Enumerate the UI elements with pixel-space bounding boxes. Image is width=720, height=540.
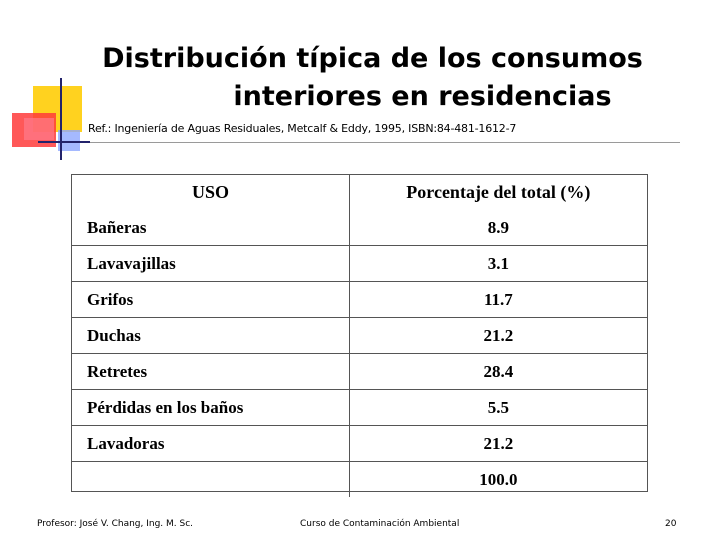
decorative-vertical-line <box>60 78 62 160</box>
cell-uso: Lavadoras <box>72 425 350 462</box>
cell-porcentaje: 5.5 <box>349 389 647 426</box>
cell-total: 100.0 <box>479 469 518 489</box>
header-uso: USO <box>72 175 350 210</box>
cell-uso: Retretes <box>72 353 350 390</box>
cell-uso: Lavavajillas <box>72 245 350 282</box>
consumption-table-grid: USO Porcentaje del total (%) Bañeras 8.9… <box>72 175 647 497</box>
header-porcentaje: Porcentaje del total (%) <box>406 182 591 202</box>
cell-porcentaje: 21.2 <box>349 425 647 462</box>
decorative-blue-square <box>58 130 80 151</box>
cell-uso: Bañeras <box>72 210 350 246</box>
table-row: Bañeras 8.9 <box>72 210 647 246</box>
table-row: Grifos 11.7 <box>72 281 647 318</box>
table-row: Retretes 28.4 <box>72 353 647 390</box>
decorative-pink-square <box>24 118 54 140</box>
cell-porcentaje: 28.4 <box>349 353 647 390</box>
slide-title: Distribución típica de los consumos inte… <box>70 40 675 116</box>
cell-porcentaje: 21.2 <box>349 317 647 354</box>
footer-course: Curso de Contaminación Ambiental <box>300 519 460 529</box>
cell-porcentaje: 8.9 <box>349 210 647 246</box>
table-row: Duchas 21.2 <box>72 317 647 354</box>
cell-uso: Grifos <box>72 281 350 318</box>
cell-uso: Duchas <box>72 317 350 354</box>
footer-professor: Profesor: José V. Chang, Ing. M. Sc. <box>37 519 194 529</box>
reference-citation: Ref.: Ingeniería de Aguas Residuales, Me… <box>88 122 517 135</box>
cell-total-empty <box>72 461 350 497</box>
table-row: Pérdidas en los baños 5.5 <box>72 389 647 426</box>
consumption-table: USO Porcentaje del total (%) Bañeras 8.9… <box>71 174 648 497</box>
cell-uso: Pérdidas en los baños <box>72 389 350 426</box>
table-row: Lavadoras 21.2 <box>72 425 647 462</box>
table-row: Lavavajillas 3.1 <box>72 245 647 282</box>
footer-page-number: 20 <box>665 519 677 529</box>
cell-porcentaje: 11.7 <box>349 281 647 318</box>
decorative-horizontal-line <box>38 141 90 143</box>
title-divider-line <box>38 142 680 143</box>
slide-title-line-1: Distribución típica de los consumos <box>102 43 643 74</box>
table-header-row: USO Porcentaje del total (%) <box>72 175 647 210</box>
cell-porcentaje: 3.1 <box>349 245 647 282</box>
table-total-row: 100.0 <box>72 461 647 497</box>
slide-title-line-2: interiores en residencias <box>233 81 612 112</box>
